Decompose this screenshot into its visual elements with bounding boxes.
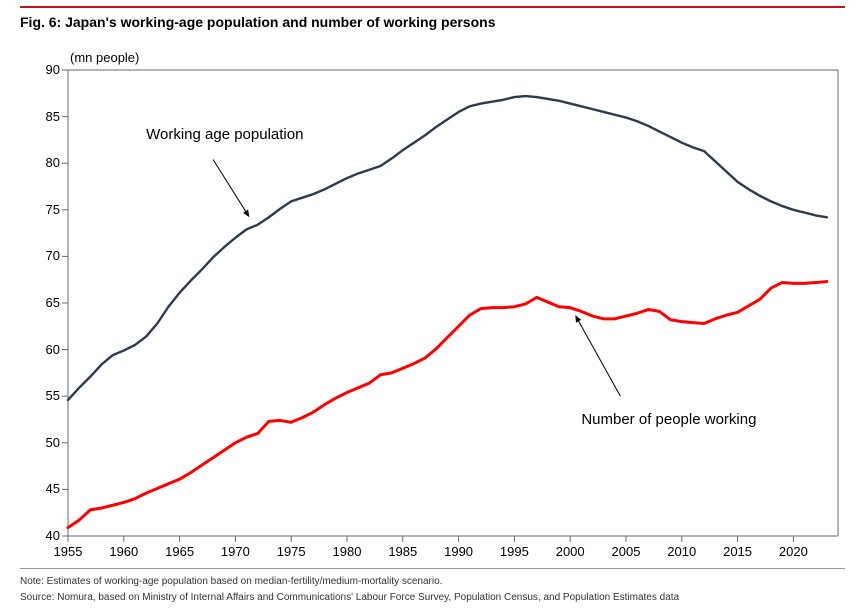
y-axis-unit-label: (mn people) [70, 50, 139, 65]
footnote-rule [20, 568, 845, 569]
x-tick-label: 1990 [444, 544, 473, 559]
figure-title: Fig. 6: Japan's working-age population a… [20, 14, 495, 30]
x-tick-label: 2000 [556, 544, 585, 559]
y-tick-label: 70 [30, 248, 60, 263]
x-tick-label: 2015 [723, 544, 752, 559]
y-tick-label: 80 [30, 155, 60, 170]
y-tick-label: 45 [30, 481, 60, 496]
series-label-people-working: Number of people working [581, 411, 756, 428]
y-tick-label: 55 [30, 388, 60, 403]
x-tick-label: 1975 [277, 544, 306, 559]
x-tick-label: 1985 [388, 544, 417, 559]
series-label-working-age-population: Working age population [146, 126, 303, 143]
top-rule [20, 6, 845, 8]
x-tick-label: 1960 [109, 544, 138, 559]
y-tick-label: 60 [30, 342, 60, 357]
x-tick-label: 2010 [667, 544, 696, 559]
x-tick-label: 2005 [612, 544, 641, 559]
x-tick-label: 1955 [54, 544, 83, 559]
figure-note: Note: Estimates of working-age populatio… [20, 576, 845, 587]
x-tick-label: 1970 [221, 544, 250, 559]
y-tick-label: 40 [30, 528, 60, 543]
y-tick-label: 75 [30, 202, 60, 217]
y-tick-label: 85 [30, 109, 60, 124]
figure-source: Source: Nomura, based on Ministry of Int… [20, 592, 845, 603]
x-tick-label: 1965 [165, 544, 194, 559]
x-tick-label: 1980 [333, 544, 362, 559]
x-tick-label: 1995 [500, 544, 529, 559]
y-tick-label: 65 [30, 295, 60, 310]
y-tick-label: 50 [30, 435, 60, 450]
y-tick-label: 90 [30, 62, 60, 77]
x-tick-label: 2020 [779, 544, 808, 559]
figure-container: Fig. 6: Japan's working-age population a… [0, 0, 865, 615]
